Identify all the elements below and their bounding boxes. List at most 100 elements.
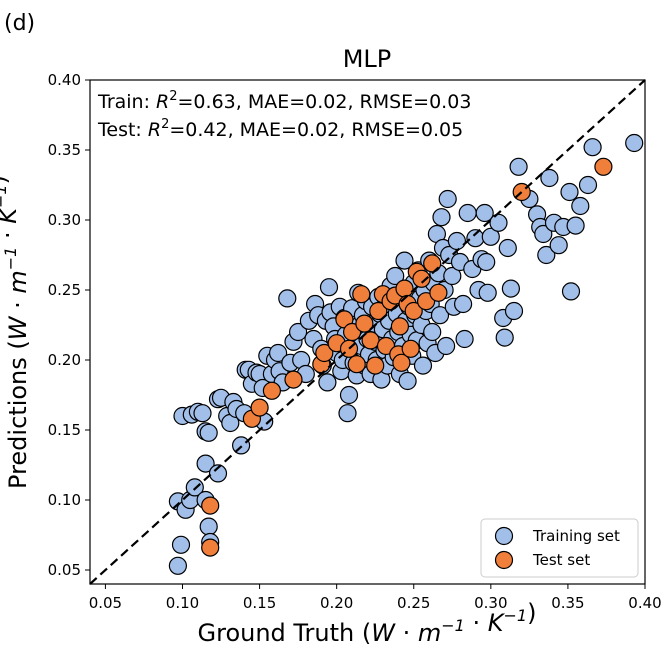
training-point	[398, 371, 417, 391]
training-point	[549, 236, 568, 255]
test-metrics: Test: R2=0.42, MAE=0.02, RMSE=0.05	[97, 117, 463, 141]
test-point	[201, 538, 220, 557]
training-point	[625, 133, 644, 153]
training-point	[278, 289, 297, 308]
y-tick-label: 0.10	[48, 491, 81, 509]
training-point	[566, 216, 585, 235]
training-point	[443, 266, 462, 286]
test-point	[412, 269, 431, 288]
chart-title: MLP	[343, 45, 392, 73]
legend-marker-test-set	[494, 550, 514, 570]
training-point	[583, 138, 602, 157]
training-point	[196, 454, 215, 473]
training-point	[561, 282, 581, 301]
test-point	[284, 370, 303, 389]
training-point	[455, 329, 474, 349]
training-point	[477, 252, 496, 272]
training-point	[454, 294, 473, 314]
training-point	[478, 283, 497, 302]
training-point	[437, 336, 456, 356]
x-tick-label: 0.40	[628, 594, 661, 612]
test-point	[355, 314, 374, 333]
training-point	[571, 196, 590, 216]
training-point	[168, 556, 187, 575]
legend-marker-training-set	[494, 526, 514, 546]
test-point	[395, 279, 414, 298]
identity-line	[89, 79, 646, 585]
training-point	[430, 306, 450, 325]
train-metrics: Train: R2=0.63, MAE=0.02, RMSE=0.03	[97, 89, 471, 113]
training-point	[540, 168, 559, 188]
test-point	[352, 285, 371, 304]
training-point	[199, 517, 218, 536]
test-point	[429, 283, 448, 302]
training-point	[498, 238, 517, 258]
plot-frame	[89, 79, 646, 585]
panel-label: (d)	[4, 11, 35, 36]
y-axis-label: Predictions (W · m−1 · K−1)	[0, 175, 32, 489]
y-tick-label: 0.25	[48, 281, 81, 299]
training-point	[447, 231, 466, 251]
legend: Training set Test set	[480, 518, 639, 578]
training-point	[395, 251, 414, 270]
training-point	[475, 203, 494, 223]
training-point	[501, 279, 520, 298]
x-tick-label: 0.10	[166, 594, 199, 612]
y-tick-label: 0.05	[48, 561, 81, 579]
test-point	[262, 381, 281, 400]
training-point	[171, 535, 191, 554]
training-point	[423, 322, 442, 342]
points-layer	[168, 133, 644, 575]
training-point	[339, 385, 359, 405]
y-tick-label: 0.15	[48, 421, 81, 439]
y-axis-ticks: 0.05 0.10 0.15 0.20 0.25 0.30 0.35 0.40	[48, 71, 90, 579]
training-point	[504, 301, 524, 321]
x-axis-label: Ground Truth (W · m−1 · K−1)	[198, 599, 537, 647]
y-tick-label: 0.20	[48, 351, 81, 369]
test-point	[404, 301, 423, 321]
test-point	[594, 157, 613, 176]
training-point	[413, 356, 433, 375]
training-point	[193, 404, 212, 423]
test-point	[369, 301, 388, 321]
training-point	[458, 203, 477, 223]
x-tick-label: 0.25	[397, 594, 430, 612]
test-point	[366, 356, 385, 375]
legend-label-test-set: Test set	[532, 551, 590, 569]
training-point	[560, 182, 579, 202]
training-point	[318, 373, 337, 392]
x-tick-label: 0.15	[243, 594, 276, 612]
test-point	[392, 353, 411, 372]
legend-label-training-set: Training set	[532, 527, 620, 545]
x-tick-label: 0.05	[89, 594, 122, 612]
training-point	[534, 224, 553, 244]
test-point	[423, 254, 442, 273]
x-tick-label: 0.35	[551, 594, 584, 612]
training-point	[208, 464, 228, 483]
training-point	[199, 423, 218, 442]
training-point	[386, 266, 405, 286]
legend-box	[480, 518, 639, 578]
test-point	[201, 496, 220, 515]
training-point	[495, 328, 514, 347]
training-point	[578, 175, 598, 195]
test-point	[347, 355, 366, 374]
x-tick-label: 0.30	[474, 594, 507, 612]
training-point	[466, 229, 485, 248]
training-point	[489, 213, 508, 232]
training-point	[269, 343, 288, 363]
training-point	[481, 227, 500, 246]
y-tick-label: 0.35	[48, 141, 81, 159]
x-axis-ticks: 0.05 0.10 0.15 0.20 0.25 0.30 0.35 0.40	[89, 584, 662, 612]
training-point	[338, 404, 357, 423]
training-point	[432, 208, 451, 227]
test-point	[390, 317, 409, 336]
training-point	[319, 278, 339, 297]
test-point	[315, 343, 334, 363]
training-point	[438, 189, 457, 209]
y-tick-label: 0.30	[48, 211, 81, 229]
training-point	[509, 157, 528, 176]
training-point	[289, 322, 308, 342]
test-point	[401, 339, 420, 358]
